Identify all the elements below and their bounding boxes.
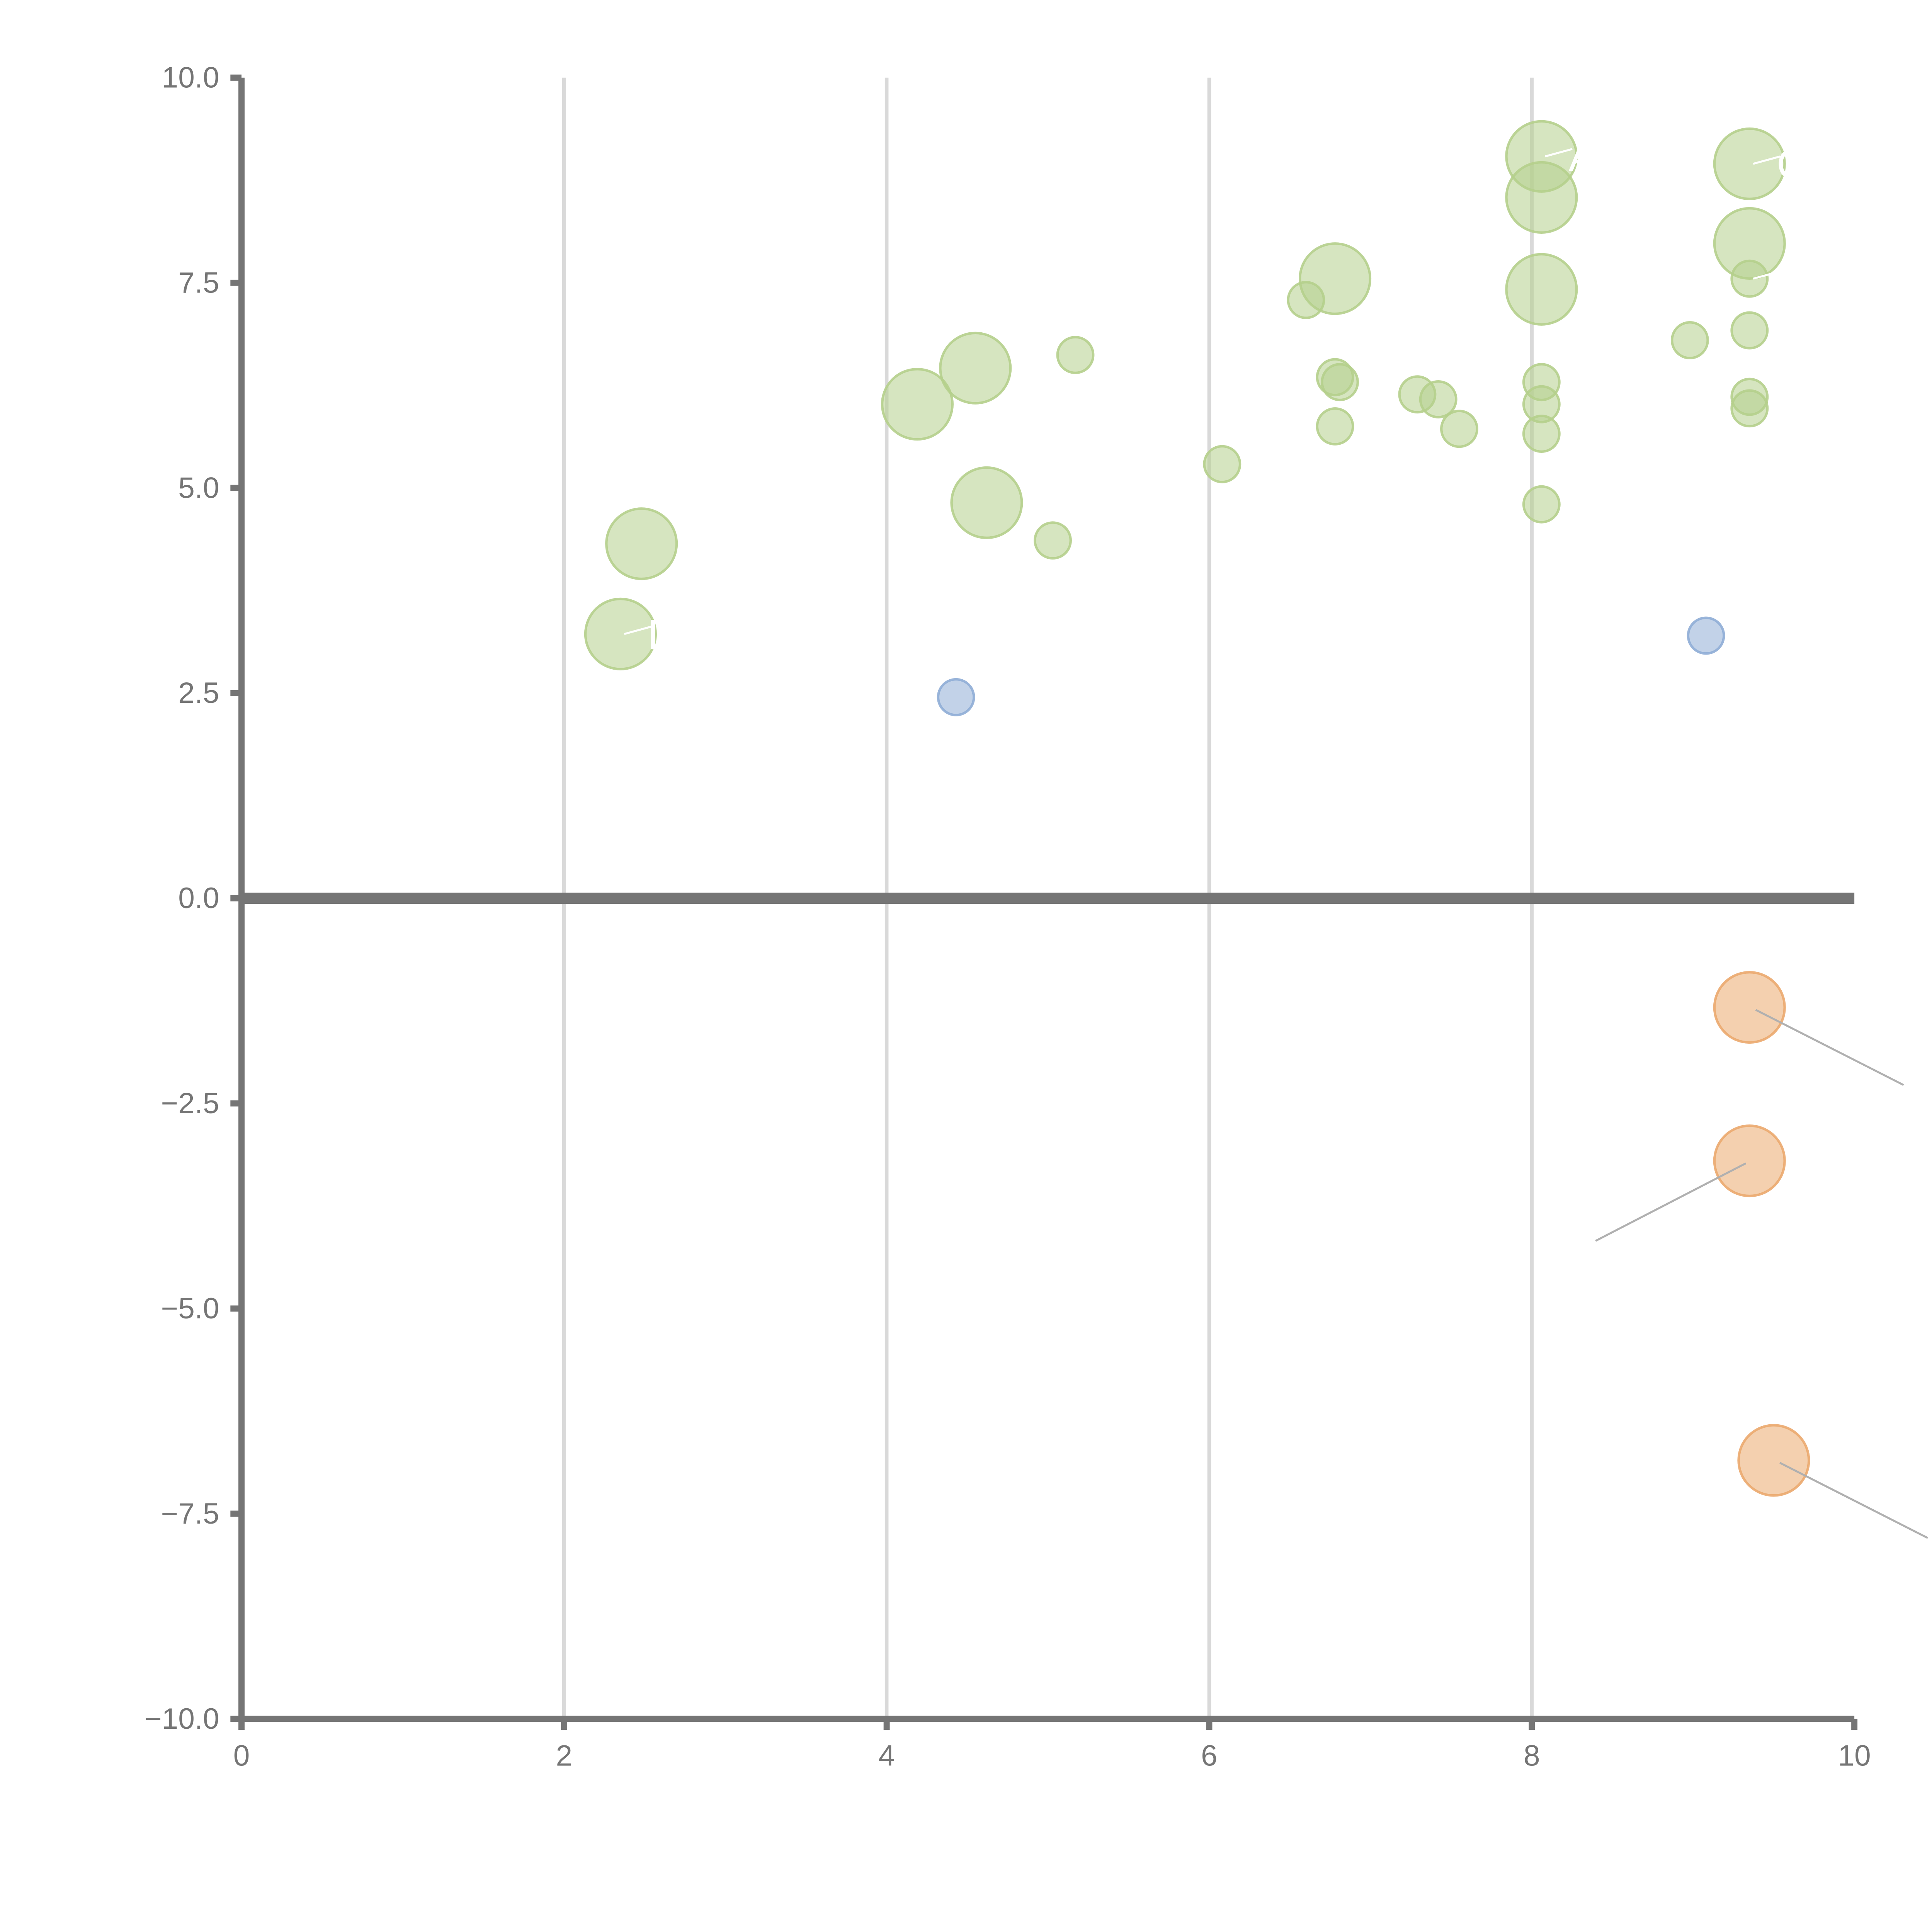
x-tick-label: 10: [1838, 1740, 1871, 1772]
y-tick-label: 7.5: [178, 266, 219, 299]
y-tick-label: 0.0: [178, 882, 219, 915]
bubble-green: [1203, 445, 1242, 483]
bubble-green: [1522, 485, 1561, 524]
bubble-green: [881, 368, 954, 441]
bubble-label: L: [648, 611, 671, 658]
bubble-green: [1419, 380, 1458, 418]
bubble-green: [939, 332, 1012, 405]
bubble-orange: [1737, 1424, 1810, 1497]
y-tick-label: 5.0: [178, 471, 219, 504]
bubble-green: [1321, 363, 1359, 401]
bubble-green: [1505, 161, 1578, 234]
bubble-green: [1670, 321, 1709, 359]
bubble-green: [1522, 415, 1561, 453]
bubble-green: [1316, 407, 1354, 446]
y-tick-label: 2.5: [178, 677, 219, 709]
leader-line: [1545, 148, 1573, 158]
bubble-green: [1298, 242, 1372, 315]
x-tick-label: 2: [556, 1740, 573, 1772]
x-tick-label: 0: [233, 1740, 250, 1772]
bubbles: [584, 120, 1810, 1497]
bubble-green: [1056, 336, 1095, 374]
x-tick-label: 6: [1201, 1740, 1218, 1772]
bubble-green: [1713, 127, 1786, 200]
bubble-green: [1730, 259, 1769, 298]
bubble-blue: [937, 678, 975, 716]
y-tick-label: −10.0: [145, 1702, 219, 1735]
bubble-blue: [1687, 616, 1725, 655]
bubble-label: CR: [1777, 141, 1837, 187]
bubble-green: [1730, 389, 1769, 428]
leader-line: [1753, 155, 1781, 165]
x-tick-label: 4: [878, 1740, 895, 1772]
bubble-green: [605, 507, 678, 580]
y-tick-label: −5.0: [161, 1292, 219, 1325]
bubble-green: [950, 466, 1023, 539]
y-tick-label: −7.5: [161, 1497, 219, 1530]
leader-line: [1755, 1009, 1904, 1086]
leader-line: [1779, 1462, 1929, 1539]
bubble-orange: [1713, 1124, 1786, 1197]
bubble-green: [1505, 253, 1578, 326]
axes: 0 2 4 6 8 10 10.0 7.5 5.0 2.5 0.0 −2.5 −5.0 −7.5 −10.0: [145, 61, 1871, 1772]
y-tick-label: −2.5: [161, 1087, 219, 1120]
bubble-green: [1034, 521, 1072, 560]
leader-line: [1753, 270, 1781, 280]
bubble-label: A: [1568, 133, 1597, 180]
bubble-green: [1440, 410, 1478, 448]
bubble-green: [1730, 311, 1769, 350]
bubble-orange: [1713, 971, 1786, 1044]
leader-line: [624, 626, 652, 635]
leader-line: [1595, 1162, 1747, 1242]
y-tick-label: 10.0: [162, 61, 219, 94]
bubble-green: [584, 597, 657, 670]
bubble-labels: L A CR K: [624, 133, 1929, 1539]
x-tick-label: 8: [1524, 1740, 1540, 1772]
bubble-label: K: [1777, 255, 1804, 302]
